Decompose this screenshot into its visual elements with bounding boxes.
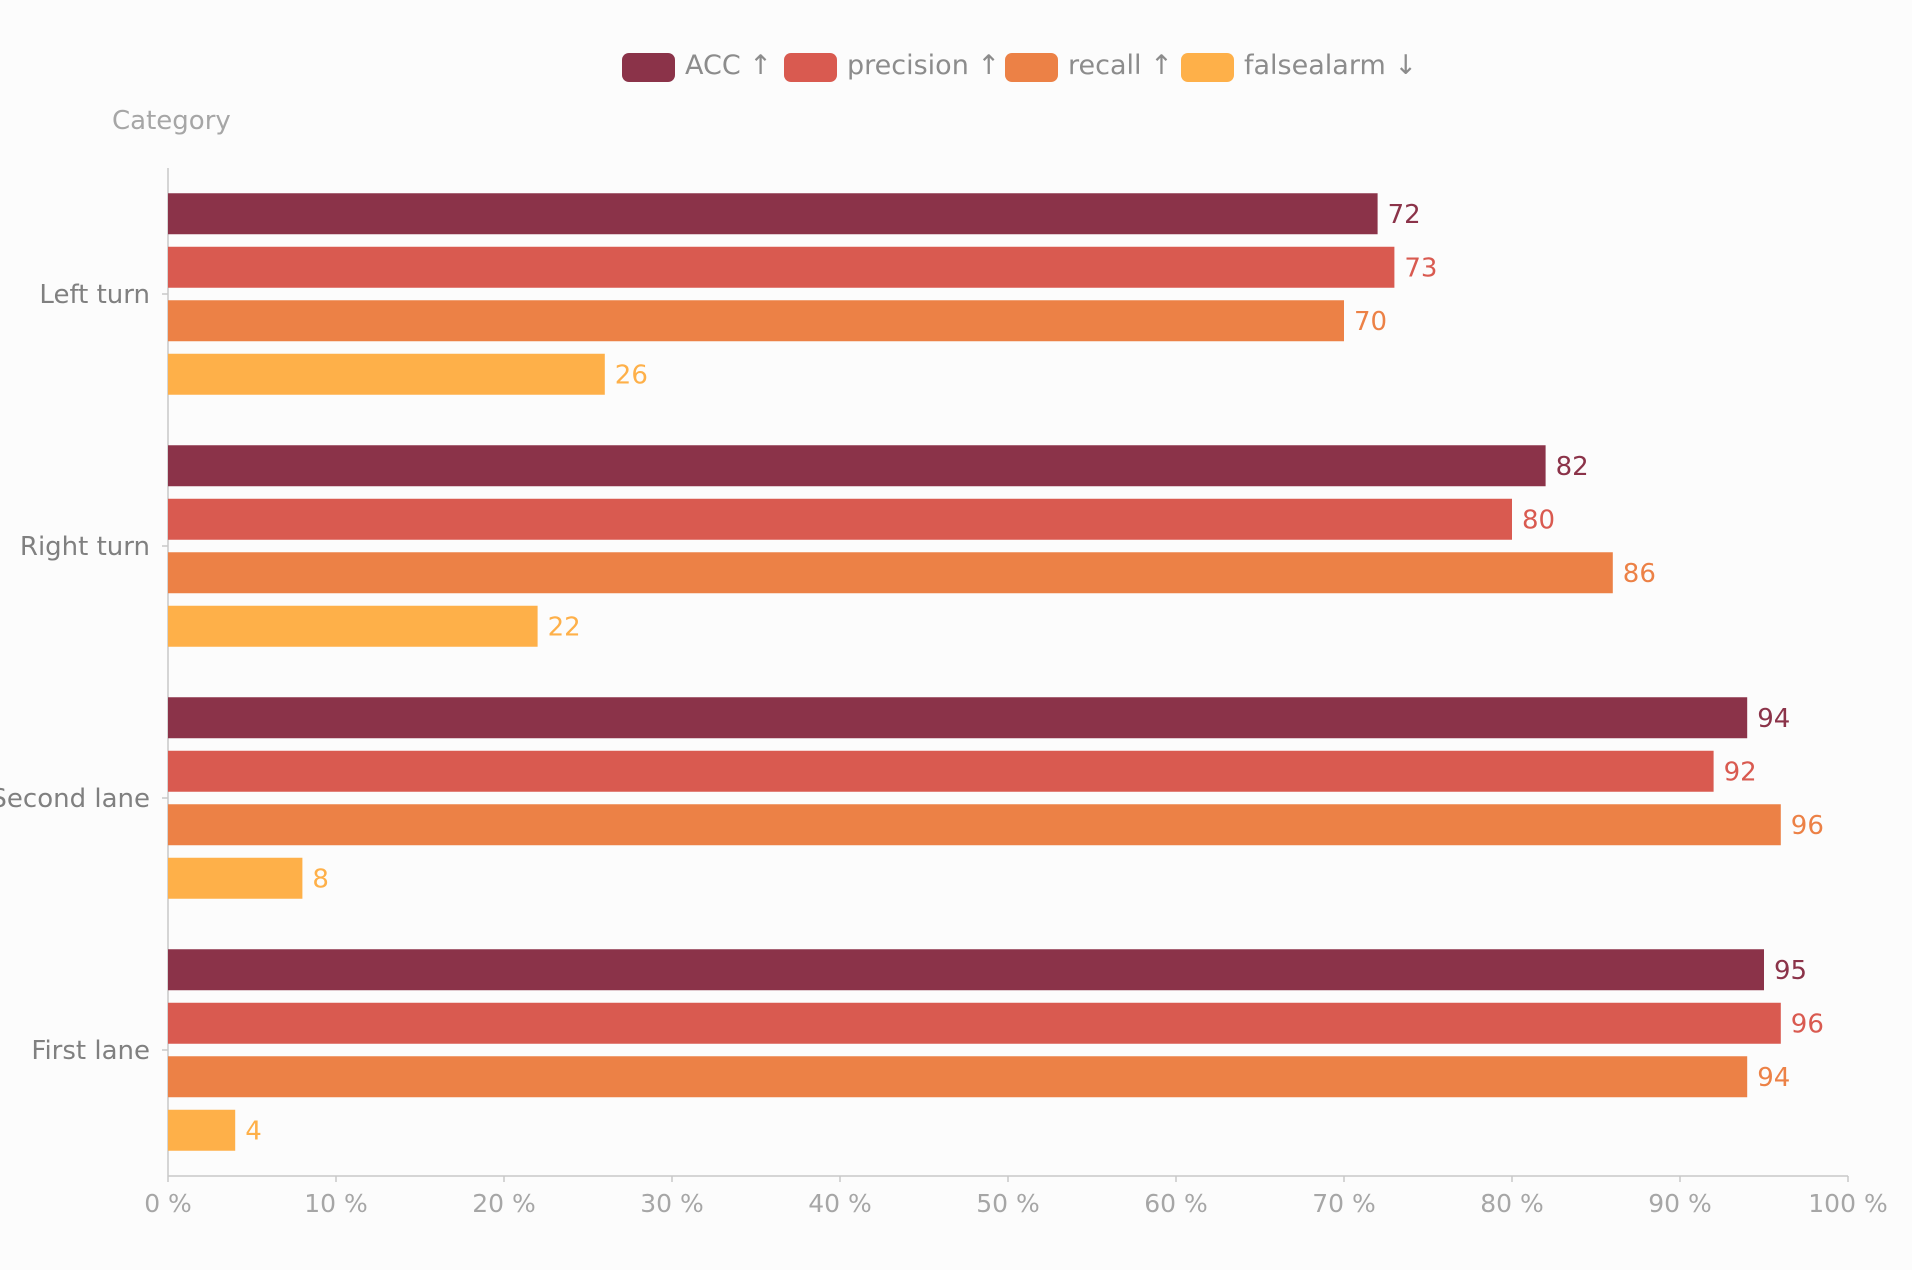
x-tick-label: 60 % — [1144, 1189, 1208, 1218]
legend-label-precision[interactable]: precision ↑ — [847, 50, 1000, 81]
value-label-acc-right-turn: 82 — [1556, 452, 1589, 482]
value-label-acc-second-lane: 94 — [1757, 704, 1790, 734]
value-label-recall-left-turn: 70 — [1354, 307, 1387, 337]
x-tick-label: 10 % — [304, 1189, 368, 1218]
legend-swatch-falsealarm[interactable] — [1181, 53, 1234, 82]
category-label-first-lane: First lane — [31, 1036, 150, 1066]
bar-recall-second-lane[interactable] — [168, 804, 1781, 846]
x-tick-label: 80 % — [1480, 1189, 1544, 1218]
category-label-right-turn: Right turn — [20, 532, 150, 562]
value-label-precision-right-turn: 80 — [1522, 505, 1555, 535]
bar-falsealarm-second-lane[interactable] — [168, 857, 303, 899]
value-label-precision-left-turn: 73 — [1404, 253, 1437, 283]
value-label-recall-first-lane: 94 — [1757, 1063, 1790, 1093]
bar-acc-second-lane[interactable] — [168, 697, 1748, 739]
bar-precision-right-turn[interactable] — [168, 498, 1512, 540]
value-label-falsealarm-right-turn: 22 — [548, 612, 581, 642]
bar-falsealarm-right-turn[interactable] — [168, 605, 538, 647]
category-label-second-lane: Second lane — [0, 784, 150, 814]
legend-swatch-precision[interactable] — [784, 53, 837, 82]
value-label-precision-second-lane: 92 — [1724, 757, 1757, 787]
bar-precision-left-turn[interactable] — [168, 246, 1395, 288]
x-tick-label: 40 % — [808, 1189, 872, 1218]
category-label-left-turn: Left turn — [39, 280, 150, 310]
value-label-recall-right-turn: 86 — [1623, 559, 1656, 589]
legend-swatch-recall[interactable] — [1005, 53, 1058, 82]
value-label-acc-left-turn: 72 — [1388, 200, 1421, 230]
bar-acc-left-turn[interactable] — [168, 193, 1378, 235]
value-label-precision-first-lane: 96 — [1791, 1009, 1824, 1039]
value-label-falsealarm-left-turn: 26 — [615, 360, 648, 390]
bar-precision-first-lane[interactable] — [168, 1002, 1781, 1044]
bar-recall-right-turn[interactable] — [168, 552, 1613, 594]
x-tick-label: 0 % — [144, 1189, 192, 1218]
value-label-falsealarm-second-lane: 8 — [312, 864, 329, 894]
legend-swatch-acc[interactable] — [622, 53, 675, 82]
bar-falsealarm-left-turn[interactable] — [168, 353, 605, 395]
x-tick-label: 20 % — [472, 1189, 536, 1218]
x-tick-label: 50 % — [976, 1189, 1040, 1218]
x-tick-label: 30 % — [640, 1189, 704, 1218]
legend-label-acc[interactable]: ACC ↑ — [685, 50, 772, 81]
x-tick-label: 70 % — [1312, 1189, 1376, 1218]
x-tick-label: 90 % — [1648, 1189, 1712, 1218]
y-axis-name: Category — [112, 106, 231, 136]
bar-acc-first-lane[interactable] — [168, 949, 1764, 991]
value-label-recall-second-lane: 96 — [1791, 811, 1824, 841]
bar-recall-first-lane[interactable] — [168, 1056, 1748, 1098]
bar-falsealarm-first-lane[interactable] — [168, 1109, 236, 1151]
x-tick-label: 100 % — [1808, 1189, 1887, 1218]
legend-label-falsealarm[interactable]: falsealarm ↓ — [1244, 50, 1417, 81]
bar-acc-right-turn[interactable] — [168, 445, 1546, 487]
legend-label-recall[interactable]: recall ↑ — [1068, 50, 1173, 81]
bar-precision-second-lane[interactable] — [168, 750, 1714, 792]
bar-recall-left-turn[interactable] — [168, 300, 1344, 342]
value-label-falsealarm-first-lane: 4 — [245, 1116, 262, 1146]
value-label-acc-first-lane: 95 — [1774, 956, 1807, 986]
